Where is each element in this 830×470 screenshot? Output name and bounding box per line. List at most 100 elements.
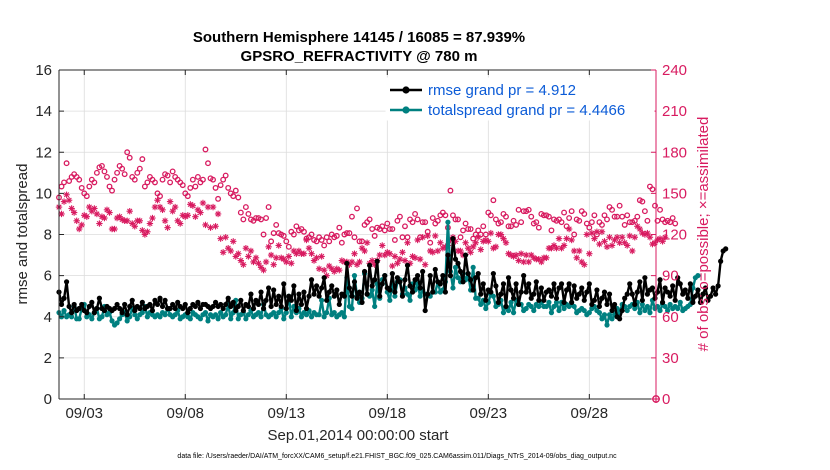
assimilated-obs-marker [487,229,495,237]
assimilated-obs-marker [91,205,98,212]
rmse-data-point [475,270,481,277]
possible-obs-marker [609,206,616,213]
spread-data-point [223,312,229,318]
assimilated-obs-stroke [467,249,474,255]
possible-obs-marker [641,208,648,215]
assimilated-obs-marker [184,212,191,219]
rmse-data-point [508,287,514,293]
spread-data-point [255,310,262,316]
rmse-data-point [677,281,683,287]
assimilated-obs-stroke [263,259,269,265]
rmse-data-point [296,291,302,297]
rmse-data-point [561,299,567,305]
rmse-data-point [377,293,383,299]
assimilated-obs-marker [202,221,209,229]
assimilated-obs-stroke [349,259,355,265]
possible-obs-marker [447,187,454,194]
rmse-data-point [680,291,686,297]
spread-data-point [548,310,555,316]
assimilated-obs-stroke [657,235,663,242]
spread-data-point [639,301,645,308]
rmse-data-point [271,287,277,293]
possible-obs-marker [336,224,343,231]
assimilated-obs-stroke [260,267,267,273]
assimilated-obs-stroke [318,253,325,260]
assimilated-obs-stroke [437,240,443,246]
assimilated-obs-stroke [616,240,623,246]
possible-obs-marker [152,179,158,186]
rmse-data-point [473,275,479,281]
spread-data-point [644,303,651,310]
rmse-data-point [498,291,504,297]
assimilated-obs-marker [363,239,371,246]
rmse-data-point [462,252,469,258]
possible-obs-marker [528,213,535,220]
rmse-data-point [551,281,557,287]
y-axis-label: rmse and totalspread [14,164,31,305]
rmse-data-point [273,301,279,308]
assimilated-obs-stroke [356,259,363,265]
assimilated-obs-marker [197,209,204,216]
assimilated-obs-stroke [493,244,499,250]
assimilated-obs-stroke [104,207,110,213]
rmse-data-point [644,291,651,297]
y2-tick-label: 30 [662,350,679,367]
rmse-data-point [235,303,241,310]
assimilated-obs-stroke [377,252,383,258]
possible-obs-marker [225,184,232,191]
rmse-data-point [223,301,229,308]
possible-obs-marker [396,213,403,220]
possible-obs-marker [235,194,242,201]
assimilated-obs-stroke [470,244,476,250]
rmse-data-point [556,285,562,291]
x-tick-label: 09/13 [268,405,306,422]
rmse-data-point [470,287,476,293]
spread-data-point [271,310,277,316]
spread-data-point [596,310,603,316]
assimilated-obs-stroke [647,234,653,240]
assimilated-obs-stroke [228,248,234,254]
rmse-data-point [359,299,365,305]
assimilated-obs-stroke [473,240,479,246]
assimilated-obs-stroke [336,267,342,273]
rmse-data-point [162,297,168,303]
rmse-data-point [564,287,570,293]
assimilated-obs-stroke [291,248,297,254]
assimilated-obs-marker [275,242,282,249]
assimilated-obs-stroke [180,212,186,218]
rmse-data-point [159,303,166,310]
assimilated-obs-marker [101,214,108,222]
possible-obs-marker [164,172,171,179]
possible-obs-marker [308,231,315,238]
assimilated-obs-marker [560,242,568,249]
spread-data-point [324,310,330,316]
rmse-data-point [364,291,370,297]
assimilated-obs-stroke [159,207,166,213]
rmse-data-point [319,285,325,291]
rmse-data-point [129,297,135,303]
spread-data-point [132,312,138,318]
possible-obs-marker [263,215,270,221]
assimilated-obs-marker [543,254,550,262]
spread-data-point [624,307,630,314]
rmse-data-point [79,301,85,308]
rmse-data-point [690,299,696,305]
rmse-data-point [276,293,282,299]
spread-data-point [134,316,140,322]
spread-data-point [556,307,562,314]
spread-data-point [69,314,75,320]
possible-obs-marker [624,212,631,219]
spread-data-point [510,310,517,316]
assimilated-obs-marker [351,250,358,257]
assimilated-obs-stroke [483,237,489,243]
assimilated-obs-marker [464,245,472,252]
assimilated-obs-stroke [240,262,247,268]
possible-obs-marker [78,184,85,191]
x-tick-label: 09/03 [65,405,103,422]
assimilated-obs-stroke [364,240,370,246]
possible-obs-marker [652,202,658,209]
possible-obs-marker [657,206,663,213]
assimilated-obs-stroke [528,252,534,258]
rmse-data-point [119,310,125,316]
spread-data-point [144,314,150,320]
